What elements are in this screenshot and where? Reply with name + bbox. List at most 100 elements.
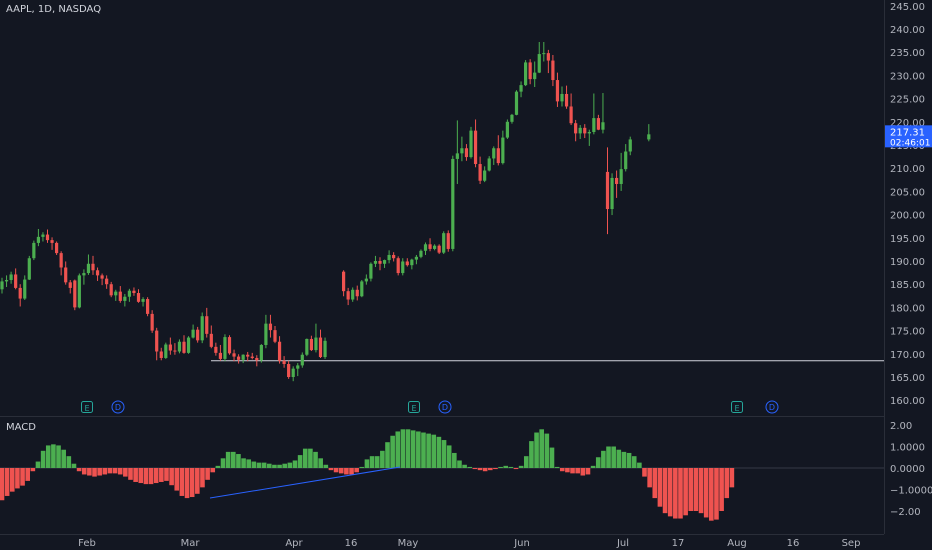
candle xyxy=(533,61,537,87)
macd-bar xyxy=(200,468,205,488)
candle-body xyxy=(41,234,45,237)
candle xyxy=(123,293,127,307)
price-tick-label: 190.00 xyxy=(890,257,925,268)
candle-body xyxy=(146,299,150,314)
candle-body xyxy=(524,62,528,86)
time-tick-label: 16 xyxy=(345,538,358,549)
candle xyxy=(387,250,391,264)
macd-bar xyxy=(189,468,195,498)
macd-bar xyxy=(606,446,611,468)
macd-bar xyxy=(488,468,493,471)
macd-bar xyxy=(225,451,231,468)
symbol-header[interactable]: AAPL, 1D, NASDAQ xyxy=(6,4,102,15)
candle-body xyxy=(237,356,241,360)
candle-body xyxy=(4,280,9,282)
dividend-letter: D xyxy=(769,403,775,412)
macd-bar xyxy=(688,468,694,511)
macd-bar xyxy=(112,468,118,474)
macd-bar xyxy=(431,434,437,468)
macd-bar xyxy=(709,468,714,521)
macd-bar xyxy=(549,447,555,468)
macd-bar xyxy=(92,468,97,477)
macd-bar xyxy=(534,432,539,468)
macd-bar xyxy=(359,466,365,468)
dividend-marker[interactable]: D xyxy=(765,400,779,414)
candle-body xyxy=(250,356,254,358)
macd-bar xyxy=(462,464,467,468)
candle-body xyxy=(496,148,500,164)
macd-bar xyxy=(390,435,395,468)
candle-body xyxy=(596,118,600,130)
macd-bar xyxy=(421,432,426,468)
candle-body xyxy=(14,274,18,288)
macd-bar xyxy=(220,458,226,468)
price-tick-label: 185.00 xyxy=(890,280,925,291)
macd-bar xyxy=(637,462,642,468)
candle xyxy=(250,352,254,360)
dividend-marker[interactable]: D xyxy=(111,400,125,414)
candle-body xyxy=(628,139,632,152)
candle-body xyxy=(18,287,22,299)
candle-body xyxy=(200,316,204,341)
price-tick-label: 165.00 xyxy=(890,373,925,384)
dividend-marker[interactable]: D xyxy=(438,400,452,414)
candle-body xyxy=(382,260,387,264)
macd-bar xyxy=(575,468,580,474)
candle-body xyxy=(537,54,541,73)
macd-bar xyxy=(518,465,524,468)
candle-body xyxy=(514,91,519,115)
candle xyxy=(578,125,582,139)
earnings-marker[interactable]: E xyxy=(731,401,743,414)
candle xyxy=(446,230,450,252)
candle xyxy=(173,343,177,355)
candle xyxy=(200,312,204,344)
candle-body xyxy=(77,275,81,308)
candle xyxy=(91,255,95,275)
candle-body xyxy=(419,250,423,257)
candle-body xyxy=(296,365,300,369)
candle xyxy=(524,60,528,87)
candle-body xyxy=(300,354,304,366)
candle-body xyxy=(0,281,4,290)
candle-body xyxy=(109,284,113,296)
macd-bar xyxy=(241,458,246,468)
macd-bar xyxy=(25,468,30,481)
candle xyxy=(45,229,50,243)
candle-body xyxy=(268,323,273,331)
candle-body xyxy=(196,329,200,341)
dividend-icon xyxy=(765,400,779,414)
dividend-letter: D xyxy=(115,403,121,412)
candle-body xyxy=(564,93,569,107)
candle-body xyxy=(168,344,172,351)
macd-bar xyxy=(631,456,637,468)
earnings-marker[interactable]: E xyxy=(408,401,420,414)
candle xyxy=(346,287,350,306)
macd-bar xyxy=(590,465,596,468)
candle xyxy=(223,334,227,362)
macd-bar xyxy=(667,468,673,517)
macd-bar xyxy=(66,456,72,468)
candle xyxy=(255,355,259,367)
candle-body xyxy=(373,261,378,264)
candle xyxy=(41,232,45,242)
macd-bar xyxy=(246,459,252,468)
macd-bar xyxy=(426,433,431,468)
candle xyxy=(27,255,31,281)
macd-bar xyxy=(698,468,704,514)
macd-bar xyxy=(45,445,51,468)
macd-bar xyxy=(328,468,334,471)
candle xyxy=(351,287,355,302)
candle-body xyxy=(182,341,186,353)
macd-bar xyxy=(138,468,144,484)
candle xyxy=(519,81,523,98)
candle xyxy=(423,242,428,255)
earnings-marker[interactable]: E xyxy=(81,401,93,414)
macd-bar xyxy=(554,466,560,468)
candle-body xyxy=(9,274,13,281)
last-price-value: 217.31 xyxy=(890,127,925,138)
macd-bar xyxy=(410,430,416,468)
candle-body xyxy=(287,364,291,377)
candle-body xyxy=(50,240,54,243)
